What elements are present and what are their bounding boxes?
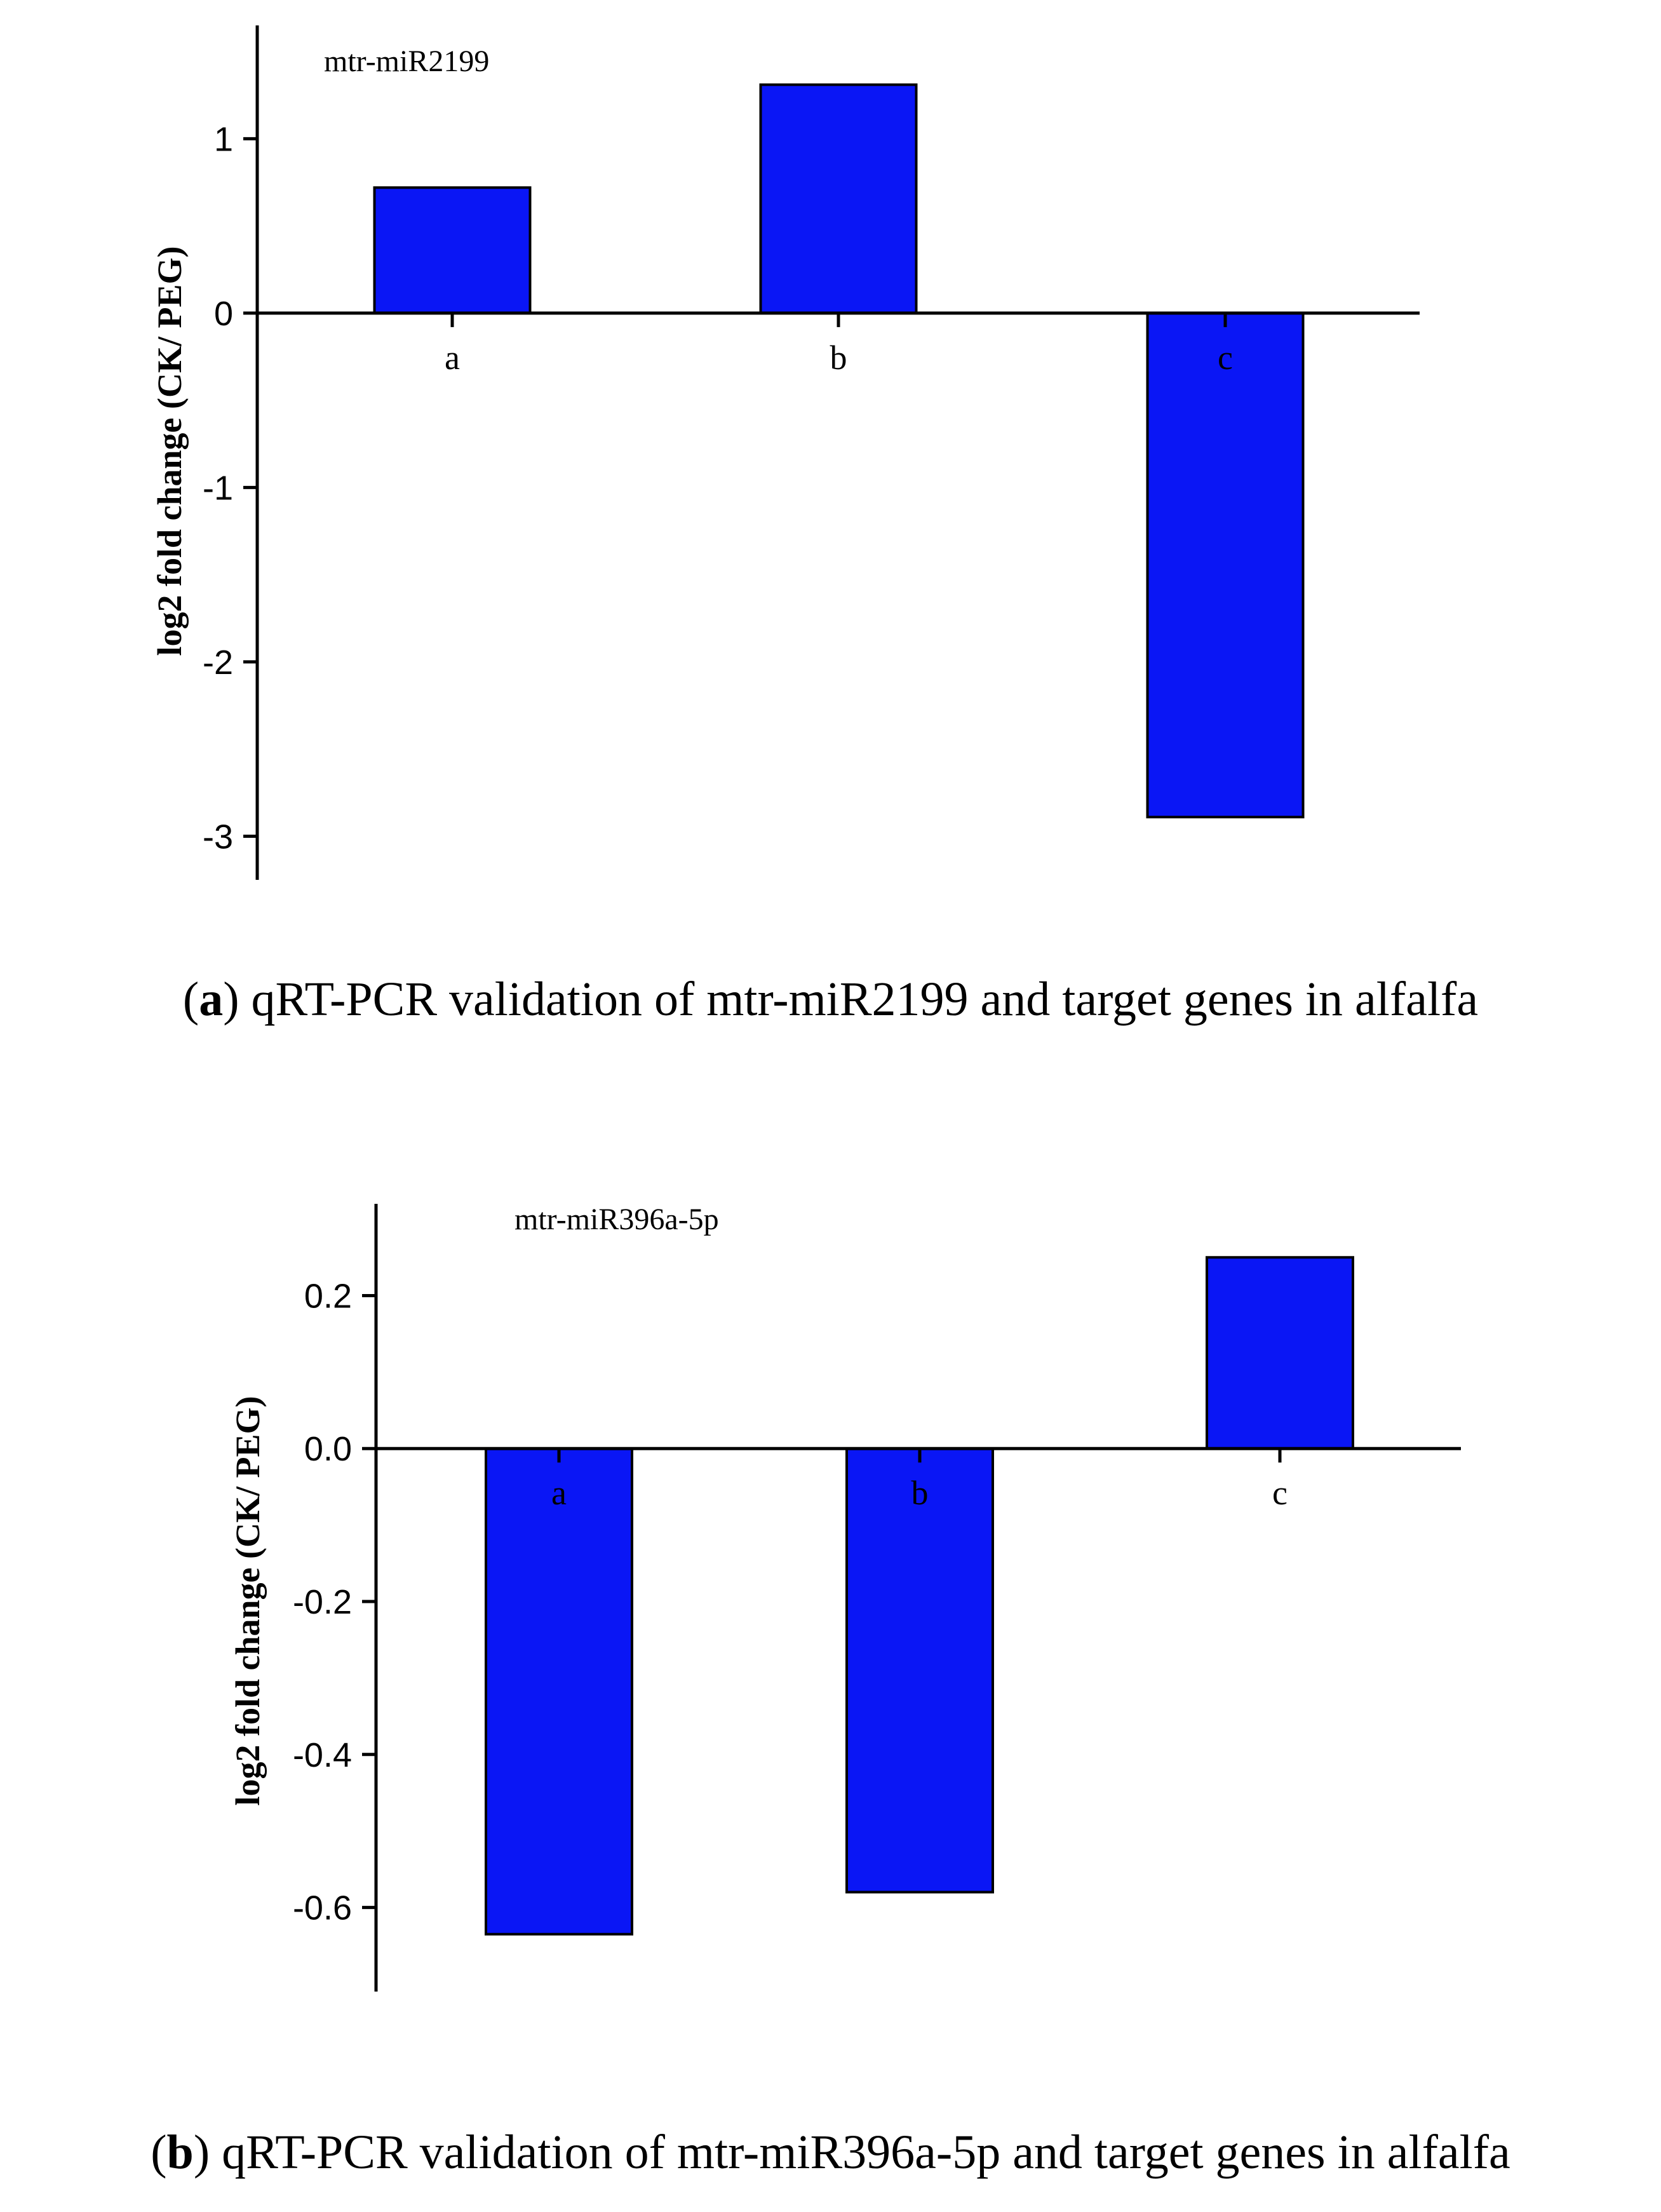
chart-a-bar-c	[1146, 311, 1305, 819]
chart-a-ytick-label: -3	[203, 818, 233, 856]
chart-b-ytick-label: -0.4	[293, 1736, 352, 1774]
chart-b-bar-b	[845, 1447, 994, 1894]
chart-b-ytick-label: -0.6	[293, 1889, 352, 1927]
chart-b-ytick-label: -0.2	[293, 1583, 352, 1621]
chart-a-bar-b	[759, 83, 918, 314]
chart-b-category-label: a	[551, 1474, 567, 1512]
chart-a-ytick-label: 1	[214, 120, 233, 158]
chart-b-bar-c	[1206, 1256, 1354, 1450]
caption-b-letter: b	[166, 2126, 194, 2179]
chart-a-category-label: c	[1218, 339, 1233, 377]
chart-b-ytick-label: 0.2	[304, 1277, 352, 1315]
caption-b-text: qRT-PCR validation of mtr-miR396a-5p and…	[222, 2126, 1510, 2179]
caption-b: (b) qRT-PCR validation of mtr-miR396a-5p…	[151, 2126, 1510, 2179]
chart-a-category-label: a	[445, 339, 460, 377]
chart-b-category-label: c	[1272, 1474, 1288, 1512]
caption-a: (a) qRT-PCR validation of mtr-miR2199 an…	[182, 973, 1479, 1026]
chart-a-bar-a	[373, 186, 532, 314]
chart-a-ytick-label: 0	[214, 295, 233, 333]
chart-a-ytick-label: -1	[203, 469, 233, 507]
chart-b-category-label: b	[911, 1474, 929, 1512]
chart-a-ylabel: log2 fold change (CK/ PEG)	[151, 246, 189, 656]
chart-a-title: mtr-miR2199	[324, 44, 489, 78]
chart-b-title: mtr-miR396a-5p	[514, 1203, 719, 1236]
caption-a-text: qRT-PCR validation of mtr-miR2199 and ta…	[251, 973, 1479, 1026]
chart-b-ytick-label: 0.0	[304, 1430, 352, 1468]
chart-a-ytick-label: -2	[203, 644, 233, 682]
chart-b-ylabel: log2 fold change (CK/ PEG)	[229, 1396, 267, 1806]
chart-a-category-label: b	[830, 339, 847, 377]
caption-a-letter: a	[199, 973, 224, 1026]
chart-b-bar-a	[485, 1447, 633, 1936]
